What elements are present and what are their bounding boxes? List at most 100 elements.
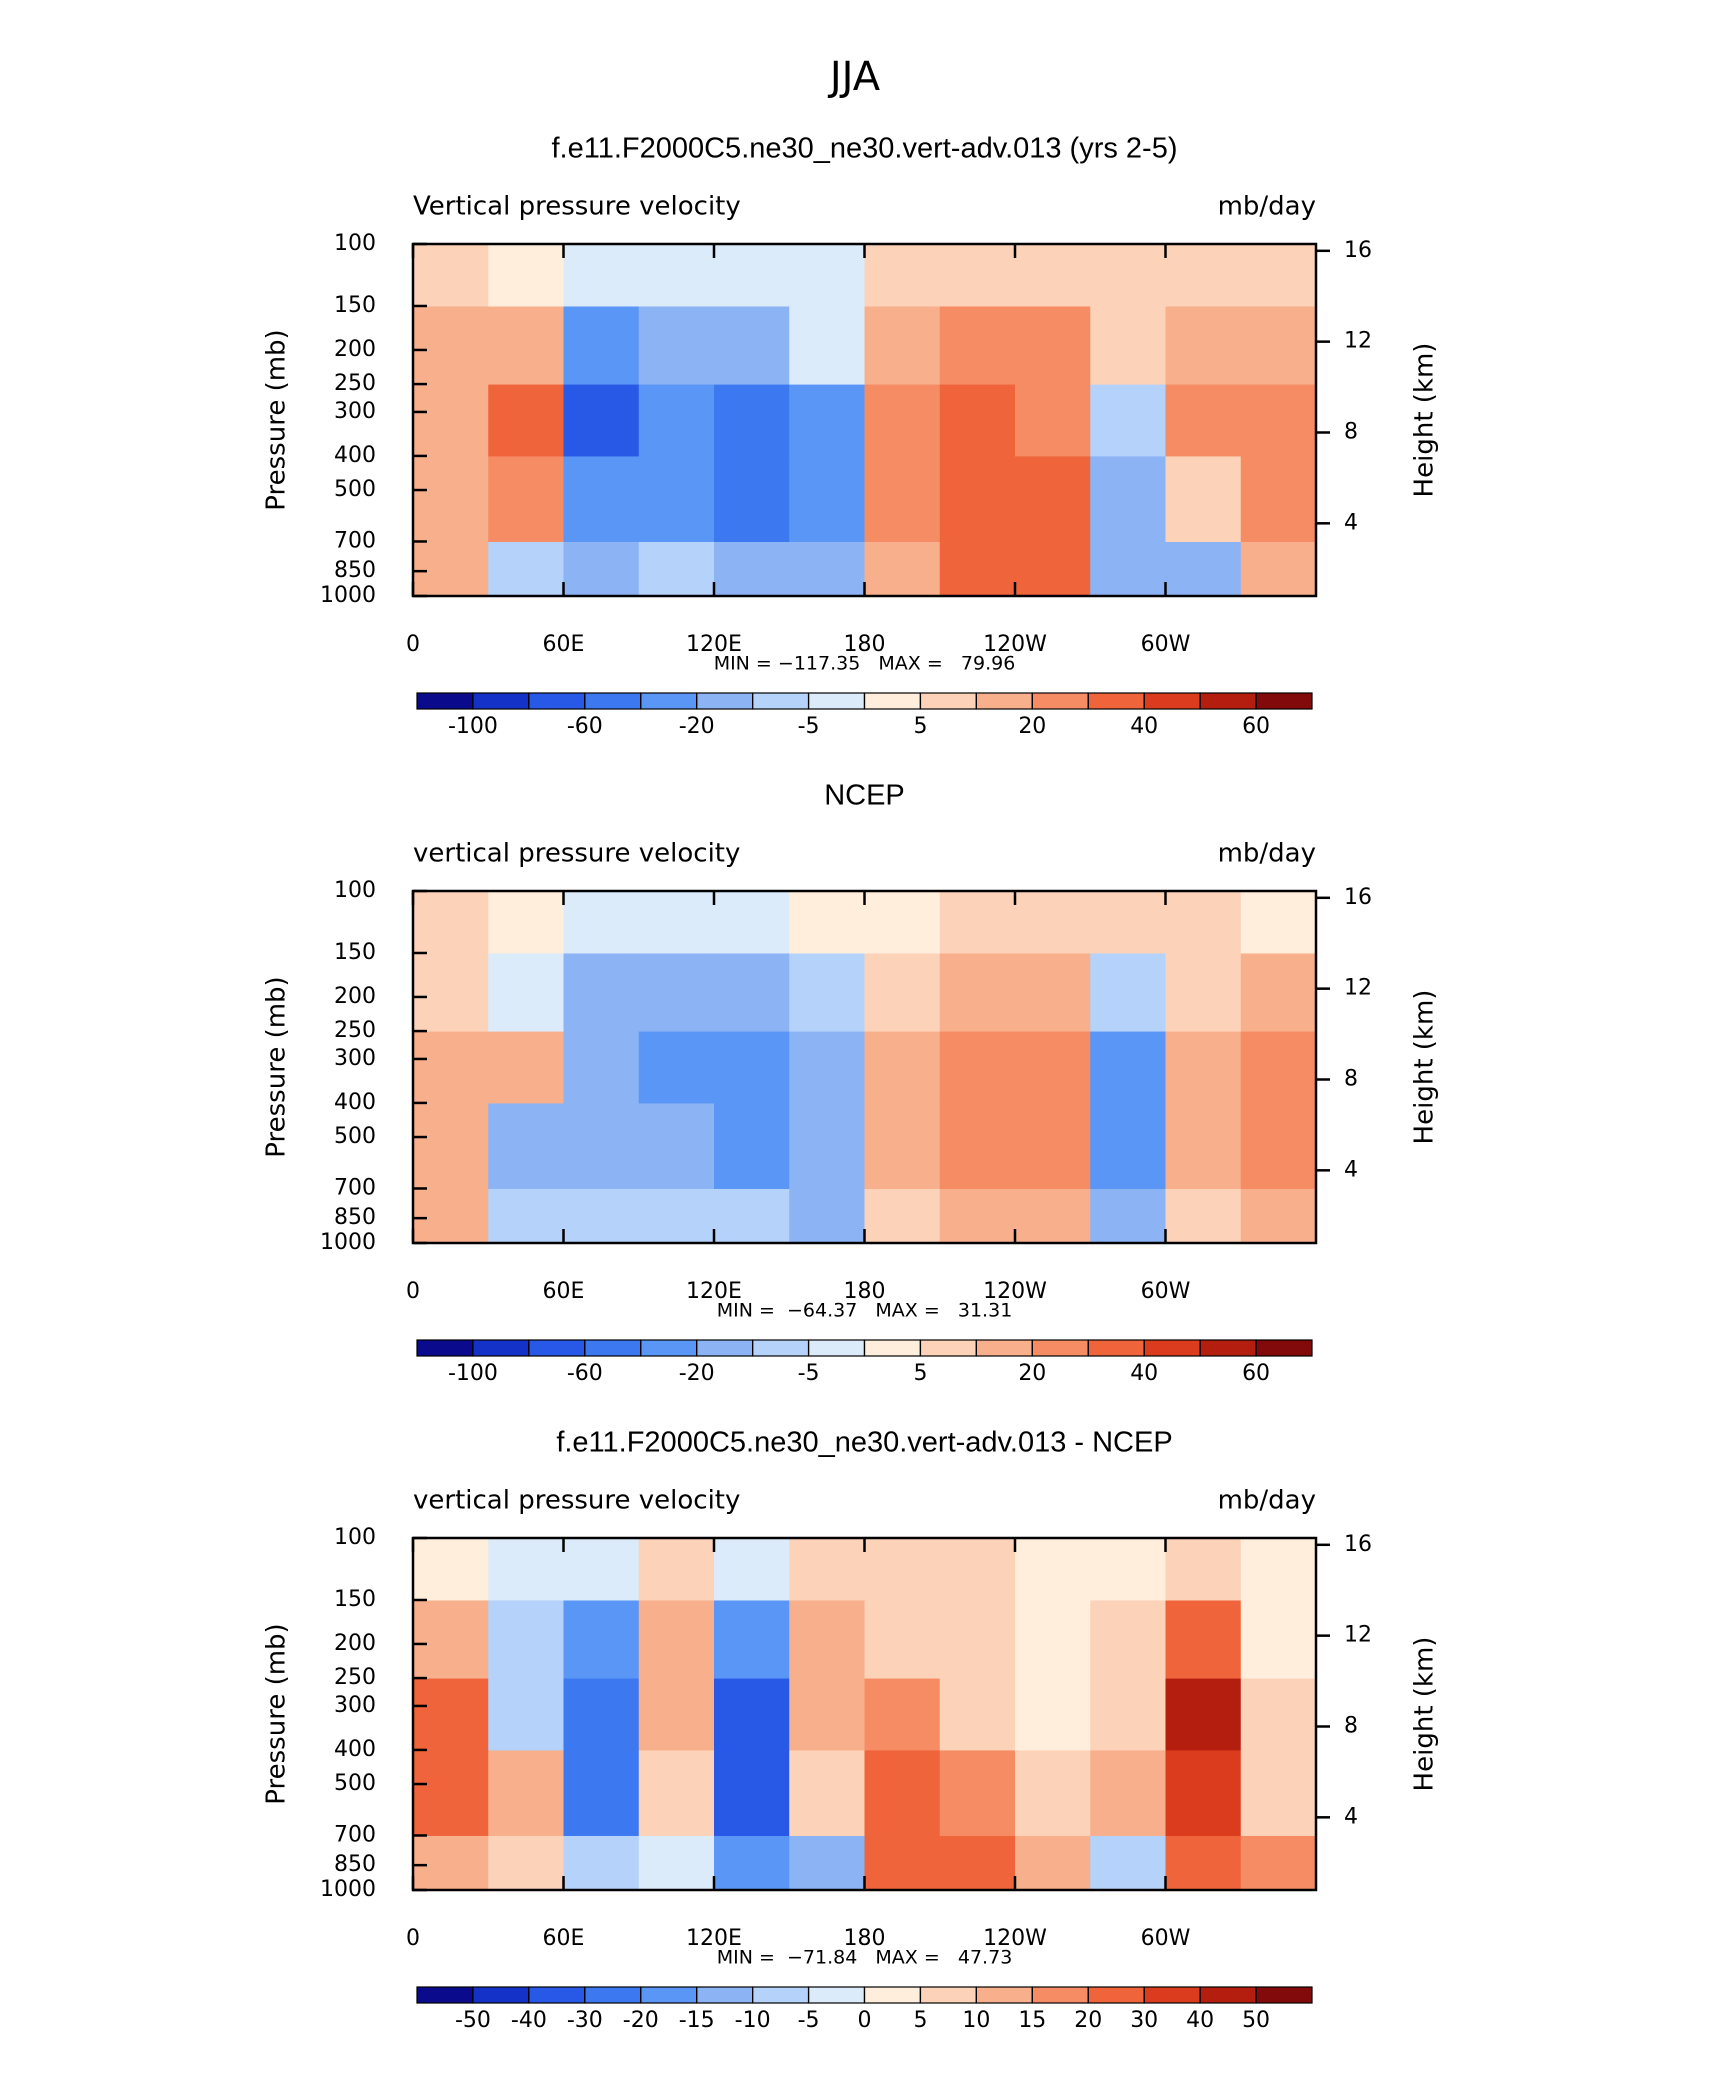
colorbar-label: 20 [1074, 2008, 1102, 2033]
contour-cell [1165, 541, 1242, 597]
contour-cell [1165, 1599, 1242, 1679]
y-tick-label: 250 [334, 1665, 376, 1690]
contour-cell [563, 244, 640, 307]
contour-cell [1165, 952, 1242, 1032]
contour-cell [638, 541, 715, 597]
colorbar-box [584, 1339, 642, 1357]
contour-cell [413, 1102, 489, 1189]
contour-cell [864, 455, 941, 542]
contour-cell [488, 244, 564, 307]
contour-cell [789, 305, 865, 385]
y-tick-label: 300 [334, 399, 376, 424]
contour-cell [1015, 305, 1091, 385]
colorbar-label: -100 [448, 1361, 498, 1386]
contour-cell [714, 1102, 790, 1189]
contour-cell [488, 1031, 564, 1104]
x-tick-label: 120E [686, 1926, 742, 1951]
colorbar-box [1143, 1339, 1201, 1357]
contour-cell [789, 1188, 865, 1244]
x-tick-label: 0 [406, 1279, 420, 1304]
contour-cell [488, 541, 564, 597]
colorbar-box [1087, 1986, 1145, 2004]
contour-cell [488, 891, 564, 954]
contour-cell [1090, 244, 1166, 307]
contour-cell [1090, 1678, 1166, 1751]
contour-cell [789, 952, 865, 1032]
colorbar-label: -30 [567, 2008, 603, 2033]
colorbar-label: 60 [1242, 1361, 1270, 1386]
colorbar-box [1199, 692, 1257, 710]
contour-cell [563, 305, 640, 385]
contour-cell [563, 1678, 640, 1751]
contour-cell [939, 1749, 1016, 1836]
contour-cell [638, 1599, 715, 1679]
colorbar-label: -5 [798, 2008, 820, 2033]
contour-cell [714, 541, 790, 597]
contour-cell [864, 244, 941, 307]
colorbar-box [807, 692, 866, 710]
panel-title: NCEP [824, 780, 905, 812]
colorbar-box [1031, 692, 1089, 710]
colorbar-box [528, 692, 586, 710]
right-string: mb/day [1218, 839, 1316, 869]
contour-cell [1015, 1749, 1091, 1836]
contour-cell [1165, 384, 1242, 457]
y-tick-label: 700 [334, 1822, 376, 1847]
contour-cell [789, 244, 865, 307]
colorbar-box [1143, 692, 1201, 710]
colorbar-box [752, 692, 810, 710]
colorbar-box [752, 1339, 810, 1357]
contour-cell [1090, 384, 1166, 457]
min-max: MIN = −71.84 MAX = 47.73 [717, 1947, 1013, 1969]
contour-cell [714, 1599, 790, 1679]
contour-cell [563, 891, 640, 954]
colorbar-box [1255, 1339, 1313, 1357]
colorbar-label: 5 [913, 1361, 927, 1386]
contour-cell [413, 455, 489, 542]
y2-tick-label: 4 [1344, 510, 1358, 535]
contour-cell [789, 1538, 865, 1601]
colorbar-label: -100 [448, 714, 498, 739]
contour-cell [1015, 384, 1091, 457]
y-tick-label: 1000 [320, 1230, 376, 1255]
colorbar-box [416, 692, 474, 710]
contour-cell [488, 1188, 564, 1244]
contour-cell [864, 384, 941, 457]
x-tick-label: 60W [1141, 1926, 1191, 1951]
contour-cell [1015, 1031, 1091, 1104]
contour-cell [864, 1102, 941, 1189]
contour-cell [488, 305, 564, 385]
contour-cell [714, 1678, 790, 1751]
colorbar-box [640, 692, 698, 710]
colorbar-box [1199, 1986, 1257, 2004]
min-max: MIN = −64.37 MAX = 31.31 [717, 1300, 1013, 1322]
left-string: vertical pressure velocity [413, 839, 740, 869]
x-tick-label: 60W [1141, 1279, 1191, 1304]
y-tick-label: 400 [334, 1737, 376, 1762]
colorbar-box [1087, 692, 1145, 710]
contour-cell [714, 952, 790, 1032]
colorbar-label: -20 [679, 714, 715, 739]
y2-tick-label: 4 [1344, 1157, 1358, 1182]
contour-cell [1090, 305, 1166, 385]
left-string: vertical pressure velocity [413, 1486, 740, 1516]
colorbar-label: -15 [679, 2008, 715, 2033]
contour-cell [864, 1678, 941, 1751]
contour-cell [638, 1749, 715, 1836]
colorbar-label: -40 [511, 2008, 547, 2033]
colorbar-box [1031, 1986, 1089, 2004]
contour-cell [789, 1599, 865, 1679]
colorbar-label: -60 [567, 1361, 603, 1386]
contour-cell [1015, 1599, 1091, 1679]
y-tick-label: 850 [334, 1852, 376, 1877]
contour-cell [1015, 1538, 1091, 1601]
y2-tick-label: 12 [1344, 1623, 1372, 1648]
contour-cell [714, 1835, 790, 1891]
contour-cell [563, 1102, 640, 1189]
contour-cell [864, 1031, 941, 1104]
contour-cell [1090, 1599, 1166, 1679]
contour-cell [563, 1749, 640, 1836]
y2-tick-label: 8 [1344, 419, 1358, 444]
contour-cell [1165, 455, 1242, 542]
colorbar-box [472, 692, 530, 710]
